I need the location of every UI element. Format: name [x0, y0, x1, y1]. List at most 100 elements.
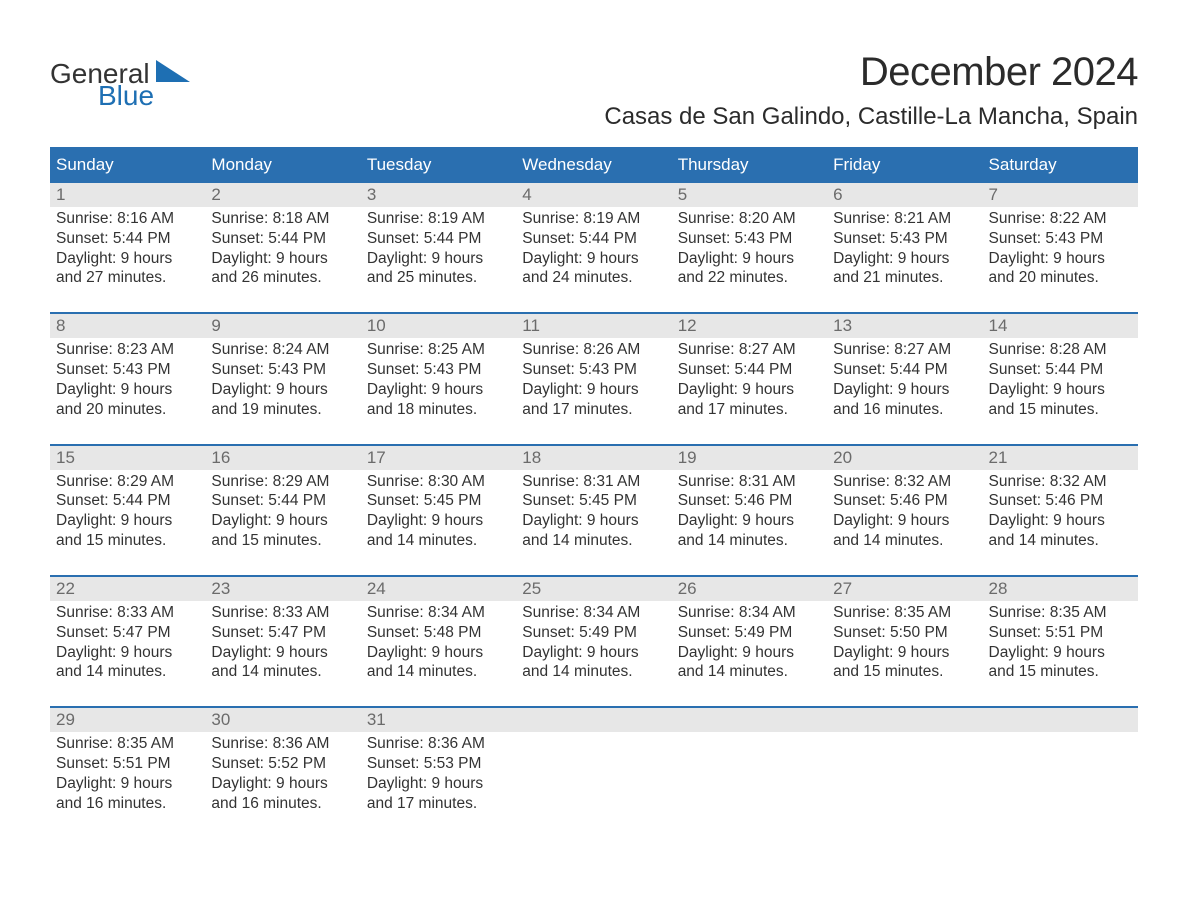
calendar-day: 6Sunrise: 8:21 AMSunset: 5:43 PMDaylight…	[827, 183, 982, 294]
day-number-row: 29	[50, 708, 205, 732]
calendar-day	[983, 708, 1138, 819]
sunrise-text: Sunrise: 8:19 AM	[367, 209, 510, 229]
day-number: 30	[211, 710, 230, 729]
sunrise-text: Sunrise: 8:19 AM	[522, 209, 665, 229]
sunset-text: Sunset: 5:46 PM	[989, 491, 1132, 511]
day-number-row: 21	[983, 446, 1138, 470]
day-number: 14	[989, 316, 1008, 335]
daylight-line2: and 20 minutes.	[989, 268, 1132, 288]
daylight-line2: and 15 minutes.	[56, 531, 199, 551]
sunrise-text: Sunrise: 8:31 AM	[678, 472, 821, 492]
day-number: 6	[833, 185, 842, 204]
daylight-line2: and 18 minutes.	[367, 400, 510, 420]
calendar-day: 28Sunrise: 8:35 AMSunset: 5:51 PMDayligh…	[983, 577, 1138, 688]
day-number-row: 3	[361, 183, 516, 207]
calendar-day	[516, 708, 671, 819]
sunset-text: Sunset: 5:44 PM	[211, 491, 354, 511]
daylight-line2: and 14 minutes.	[211, 662, 354, 682]
sunrise-text: Sunrise: 8:33 AM	[56, 603, 199, 623]
dow-saturday: Saturday	[983, 149, 1138, 181]
calendar-week: 8Sunrise: 8:23 AMSunset: 5:43 PMDaylight…	[50, 312, 1138, 425]
header: General Blue December 2024 Casas de San …	[50, 50, 1138, 131]
calendar-day: 18Sunrise: 8:31 AMSunset: 5:45 PMDayligh…	[516, 446, 671, 557]
daylight-line1: Daylight: 9 hours	[989, 249, 1132, 269]
daylight-line1: Daylight: 9 hours	[833, 643, 976, 663]
day-number-row: 26	[672, 577, 827, 601]
day-number: 16	[211, 448, 230, 467]
sunset-text: Sunset: 5:43 PM	[56, 360, 199, 380]
daylight-line2: and 14 minutes.	[678, 531, 821, 551]
calendar-day: 31Sunrise: 8:36 AMSunset: 5:53 PMDayligh…	[361, 708, 516, 819]
calendar-day: 12Sunrise: 8:27 AMSunset: 5:44 PMDayligh…	[672, 314, 827, 425]
daylight-line2: and 14 minutes.	[833, 531, 976, 551]
sunset-text: Sunset: 5:44 PM	[522, 229, 665, 249]
day-number-row: 16	[205, 446, 360, 470]
day-number-row: 19	[672, 446, 827, 470]
day-number: 18	[522, 448, 541, 467]
daylight-line1: Daylight: 9 hours	[367, 380, 510, 400]
day-number	[833, 710, 838, 729]
sunset-text: Sunset: 5:51 PM	[56, 754, 199, 774]
sunrise-text: Sunrise: 8:30 AM	[367, 472, 510, 492]
day-number: 21	[989, 448, 1008, 467]
calendar-day: 20Sunrise: 8:32 AMSunset: 5:46 PMDayligh…	[827, 446, 982, 557]
day-number-row: 17	[361, 446, 516, 470]
daylight-line1: Daylight: 9 hours	[56, 774, 199, 794]
calendar-week: 15Sunrise: 8:29 AMSunset: 5:44 PMDayligh…	[50, 444, 1138, 557]
calendar-day: 14Sunrise: 8:28 AMSunset: 5:44 PMDayligh…	[983, 314, 1138, 425]
day-number: 9	[211, 316, 220, 335]
day-number-row	[827, 708, 982, 732]
sunrise-text: Sunrise: 8:27 AM	[678, 340, 821, 360]
day-number-row: 27	[827, 577, 982, 601]
sunrise-text: Sunrise: 8:36 AM	[367, 734, 510, 754]
day-number-row: 12	[672, 314, 827, 338]
day-number: 2	[211, 185, 220, 204]
sunrise-text: Sunrise: 8:34 AM	[367, 603, 510, 623]
day-number-row: 25	[516, 577, 671, 601]
sunset-text: Sunset: 5:52 PM	[211, 754, 354, 774]
daylight-line1: Daylight: 9 hours	[678, 249, 821, 269]
calendar-day: 8Sunrise: 8:23 AMSunset: 5:43 PMDaylight…	[50, 314, 205, 425]
calendar-day: 10Sunrise: 8:25 AMSunset: 5:43 PMDayligh…	[361, 314, 516, 425]
daylight-line1: Daylight: 9 hours	[211, 511, 354, 531]
day-number-row: 23	[205, 577, 360, 601]
sunset-text: Sunset: 5:48 PM	[367, 623, 510, 643]
daylight-line1: Daylight: 9 hours	[833, 380, 976, 400]
daylight-line2: and 19 minutes.	[211, 400, 354, 420]
daylight-line1: Daylight: 9 hours	[522, 643, 665, 663]
daylight-line1: Daylight: 9 hours	[211, 249, 354, 269]
day-number-row: 15	[50, 446, 205, 470]
calendar-day: 17Sunrise: 8:30 AMSunset: 5:45 PMDayligh…	[361, 446, 516, 557]
daylight-line1: Daylight: 9 hours	[56, 511, 199, 531]
daylight-line2: and 21 minutes.	[833, 268, 976, 288]
calendar-week: 29Sunrise: 8:35 AMSunset: 5:51 PMDayligh…	[50, 706, 1138, 819]
daylight-line2: and 16 minutes.	[211, 794, 354, 814]
location-subtitle: Casas de San Galindo, Castille-La Mancha…	[604, 103, 1138, 131]
day-number-row: 8	[50, 314, 205, 338]
daylight-line1: Daylight: 9 hours	[367, 774, 510, 794]
sunset-text: Sunset: 5:44 PM	[989, 360, 1132, 380]
day-number: 22	[56, 579, 75, 598]
sunrise-text: Sunrise: 8:16 AM	[56, 209, 199, 229]
day-number: 7	[989, 185, 998, 204]
daylight-line2: and 17 minutes.	[678, 400, 821, 420]
daylight-line2: and 15 minutes.	[989, 400, 1132, 420]
day-number-row: 4	[516, 183, 671, 207]
sunset-text: Sunset: 5:43 PM	[211, 360, 354, 380]
calendar-day: 5Sunrise: 8:20 AMSunset: 5:43 PMDaylight…	[672, 183, 827, 294]
calendar-day: 24Sunrise: 8:34 AMSunset: 5:48 PMDayligh…	[361, 577, 516, 688]
sunset-text: Sunset: 5:45 PM	[367, 491, 510, 511]
sunset-text: Sunset: 5:49 PM	[678, 623, 821, 643]
daylight-line2: and 27 minutes.	[56, 268, 199, 288]
day-number-row: 6	[827, 183, 982, 207]
day-number-row: 7	[983, 183, 1138, 207]
calendar-day: 25Sunrise: 8:34 AMSunset: 5:49 PMDayligh…	[516, 577, 671, 688]
dow-wednesday: Wednesday	[516, 149, 671, 181]
calendar-day: 1Sunrise: 8:16 AMSunset: 5:44 PMDaylight…	[50, 183, 205, 294]
day-number: 17	[367, 448, 386, 467]
day-number-row: 11	[516, 314, 671, 338]
day-number-row	[516, 708, 671, 732]
day-number-row: 28	[983, 577, 1138, 601]
sunrise-text: Sunrise: 8:34 AM	[522, 603, 665, 623]
day-number: 23	[211, 579, 230, 598]
